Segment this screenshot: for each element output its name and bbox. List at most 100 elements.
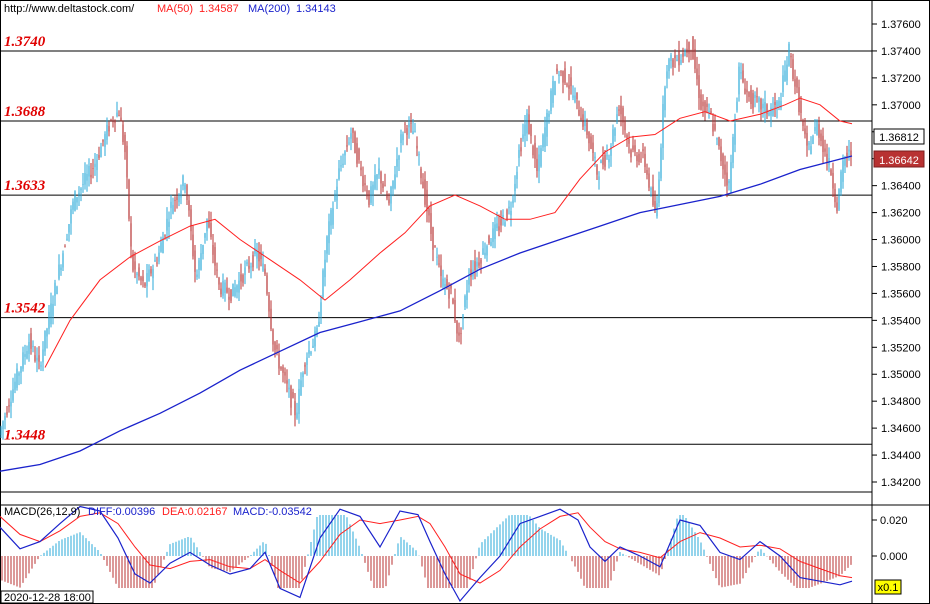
candle (476, 257, 478, 277)
candle (826, 143, 828, 171)
candle (680, 54, 682, 66)
candle (0, 425, 2, 438)
candle (566, 82, 568, 88)
candle (56, 285, 58, 295)
candle (150, 266, 152, 277)
candle (70, 205, 72, 235)
candle (640, 151, 642, 163)
candle (148, 264, 150, 282)
candle (244, 260, 246, 285)
candle (782, 65, 784, 98)
candle (216, 262, 218, 278)
scale-badge[interactable]: x0.1 (874, 579, 902, 595)
candle (572, 85, 574, 101)
candle (24, 344, 26, 365)
candle (804, 118, 806, 139)
candle (568, 73, 570, 101)
candle (492, 221, 494, 249)
candle (196, 269, 198, 280)
candle (728, 178, 730, 191)
candle (372, 181, 374, 207)
macd-diff-value: DIFF:0.00396 (88, 506, 155, 518)
candle (646, 163, 648, 180)
candle (666, 65, 668, 89)
candle (766, 103, 768, 119)
candle (554, 80, 556, 96)
candle (382, 181, 384, 193)
candle (634, 139, 636, 157)
candle (238, 272, 240, 302)
candle (526, 109, 528, 142)
candle (134, 251, 136, 279)
candle (420, 166, 422, 185)
candle (178, 193, 180, 207)
candle (298, 379, 300, 424)
candle (14, 373, 16, 394)
candle (94, 153, 96, 176)
candle (608, 154, 610, 169)
candle (832, 162, 834, 198)
candle (790, 52, 792, 69)
candle (586, 118, 588, 139)
candle (470, 260, 472, 287)
candle (596, 163, 598, 181)
candle (344, 150, 346, 165)
candle (694, 39, 696, 74)
header-url[interactable]: http://www.deltastock.com/ (4, 3, 135, 15)
candle (488, 234, 490, 245)
candle (2, 420, 4, 440)
candle (758, 96, 760, 113)
candle (252, 251, 254, 272)
candle (318, 311, 320, 328)
candle (762, 98, 764, 118)
candle (452, 297, 454, 305)
candle (698, 63, 700, 110)
candle (86, 164, 88, 192)
candle (836, 196, 838, 214)
candle (398, 154, 400, 172)
candle (294, 392, 296, 427)
price-tag-upper-text: 1.36812 (879, 132, 919, 144)
candle (530, 123, 532, 144)
candle (364, 174, 366, 192)
candle (334, 189, 336, 202)
candle (92, 158, 94, 179)
candle (796, 76, 798, 94)
candle (224, 279, 226, 302)
candle (388, 193, 390, 206)
candle (168, 211, 170, 240)
candle (742, 63, 744, 84)
candle (642, 142, 644, 159)
candle (722, 152, 724, 179)
main-plot: 1.3740 1.3688 1.3633 1.3542 1.3448 (0, 34, 872, 472)
candle (362, 166, 364, 193)
candle (228, 287, 230, 311)
candle (290, 384, 292, 416)
level-label: 1.3633 (4, 178, 46, 194)
candle (360, 160, 362, 177)
candle (460, 327, 462, 345)
candlesticks (0, 36, 852, 440)
price-axis-label: 1.34600 (881, 423, 921, 435)
candle (574, 87, 576, 104)
candle (422, 173, 424, 189)
candle (622, 105, 624, 135)
candle (124, 131, 126, 160)
ma50-value: 1.34587 (199, 3, 239, 15)
candle (688, 41, 690, 63)
ma200-value: 1.34143 (296, 3, 336, 15)
candle (750, 85, 752, 110)
candle (612, 124, 614, 147)
candle (818, 116, 820, 146)
candle (482, 241, 484, 255)
candle (156, 256, 158, 267)
candle (50, 292, 52, 328)
candle (584, 110, 586, 132)
candle (478, 251, 480, 269)
candle (786, 56, 788, 86)
candle (466, 279, 468, 309)
candle (738, 62, 740, 102)
candle (690, 49, 692, 61)
candle (176, 188, 178, 209)
